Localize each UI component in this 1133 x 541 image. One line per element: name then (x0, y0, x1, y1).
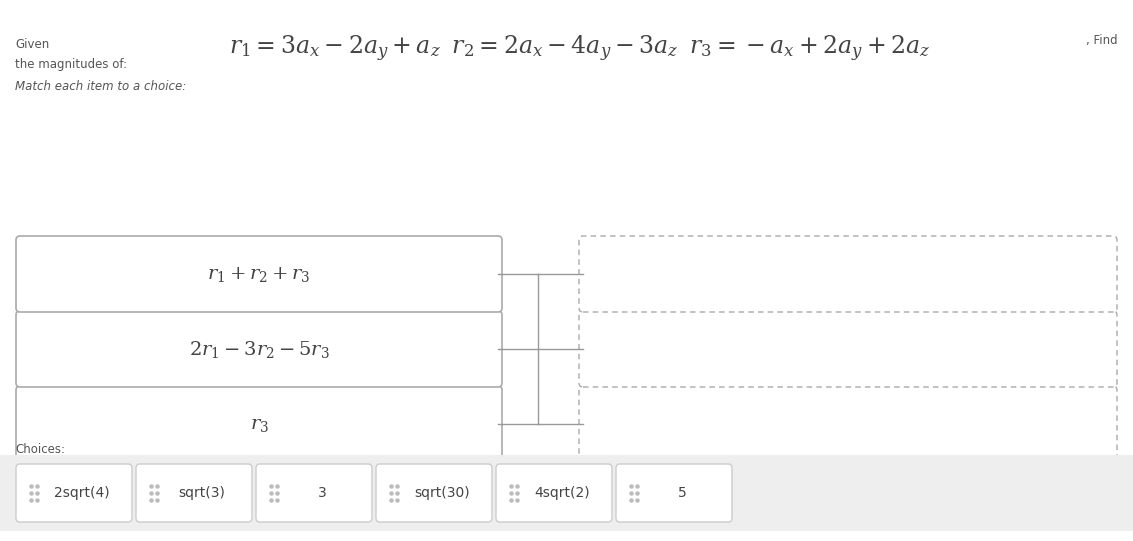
Text: 4sqrt(2): 4sqrt(2) (534, 486, 590, 500)
FancyBboxPatch shape (136, 464, 252, 522)
FancyBboxPatch shape (16, 464, 133, 522)
Text: $2r_1 - 3r_2 - 5r_3$: $2r_1 - 3r_2 - 5r_3$ (189, 339, 330, 360)
FancyBboxPatch shape (496, 464, 612, 522)
FancyBboxPatch shape (16, 236, 502, 312)
Text: 2sqrt(4): 2sqrt(4) (54, 486, 110, 500)
FancyBboxPatch shape (16, 386, 502, 462)
Text: 3: 3 (317, 486, 326, 500)
Text: Given: Given (15, 38, 49, 51)
FancyBboxPatch shape (579, 311, 1117, 387)
Text: the magnitudes of:: the magnitudes of: (15, 58, 127, 71)
Text: Choices:: Choices: (15, 443, 65, 456)
Text: $r_1 = 3a_x - 2a_y + a_z$$\;\;r_2 = 2a_x - 4a_y - 3a_z$$\;\;r_3 = -a_x + 2a_y + : $r_1 = 3a_x - 2a_y + a_z$$\;\;r_2 = 2a_x… (229, 34, 930, 64)
Text: $r_3$: $r_3$ (249, 414, 269, 433)
FancyBboxPatch shape (256, 464, 372, 522)
Text: Match each item to a choice:: Match each item to a choice: (15, 80, 186, 93)
FancyBboxPatch shape (579, 386, 1117, 462)
Text: $r_1 + r_2 + r_3$: $r_1 + r_2 + r_3$ (207, 265, 310, 283)
Text: sqrt(3): sqrt(3) (179, 486, 225, 500)
FancyBboxPatch shape (579, 236, 1117, 312)
FancyBboxPatch shape (0, 455, 1133, 531)
Text: , Find: , Find (1087, 34, 1118, 47)
FancyBboxPatch shape (616, 464, 732, 522)
FancyBboxPatch shape (376, 464, 492, 522)
Text: sqrt(30): sqrt(30) (415, 486, 470, 500)
Text: 5: 5 (678, 486, 687, 500)
FancyBboxPatch shape (16, 311, 502, 387)
